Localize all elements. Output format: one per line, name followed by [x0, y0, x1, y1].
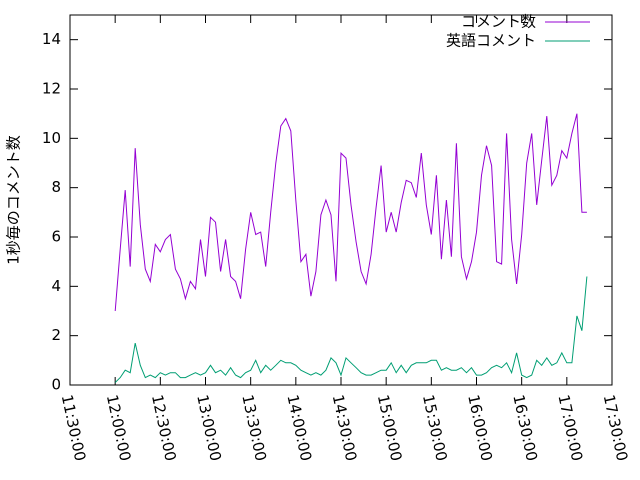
legend-label: 英語コメント	[446, 32, 536, 50]
y-tick-label: 8	[51, 178, 61, 196]
x-tick-label: 17:30:00	[600, 393, 632, 463]
x-tick-label: 11:30:00	[58, 393, 90, 463]
x-tick-label: 13:00:00	[193, 393, 225, 463]
y-tick-label: 10	[42, 129, 61, 147]
x-tick-label: 17:00:00	[555, 393, 587, 463]
y-tick-label: 6	[51, 228, 61, 246]
y-tick-label: 0	[51, 376, 61, 394]
x-tick-label: 12:00:00	[103, 393, 135, 463]
y-tick-label: 2	[51, 326, 61, 344]
y-axis-label: 1秒毎のコメント数	[5, 135, 23, 265]
x-tick-label: 16:00:00	[464, 393, 496, 463]
x-tick-label: 15:30:00	[419, 393, 451, 463]
x-tick-label: 15:00:00	[374, 393, 406, 463]
x-tick-label: 14:00:00	[284, 393, 316, 463]
x-tick-label: 12:30:00	[148, 393, 180, 463]
legend-label: コメント数	[461, 13, 536, 31]
y-tick-label: 12	[42, 80, 61, 98]
x-tick-label: 14:30:00	[329, 393, 361, 463]
x-tick-label: 13:30:00	[238, 393, 270, 463]
y-tick-label: 14	[42, 30, 61, 48]
series-line	[114, 276, 588, 383]
y-tick-label: 4	[51, 277, 61, 295]
series-line	[114, 113, 587, 312]
x-tick-label: 16:30:00	[509, 393, 541, 463]
plot-frame	[69, 14, 613, 386]
